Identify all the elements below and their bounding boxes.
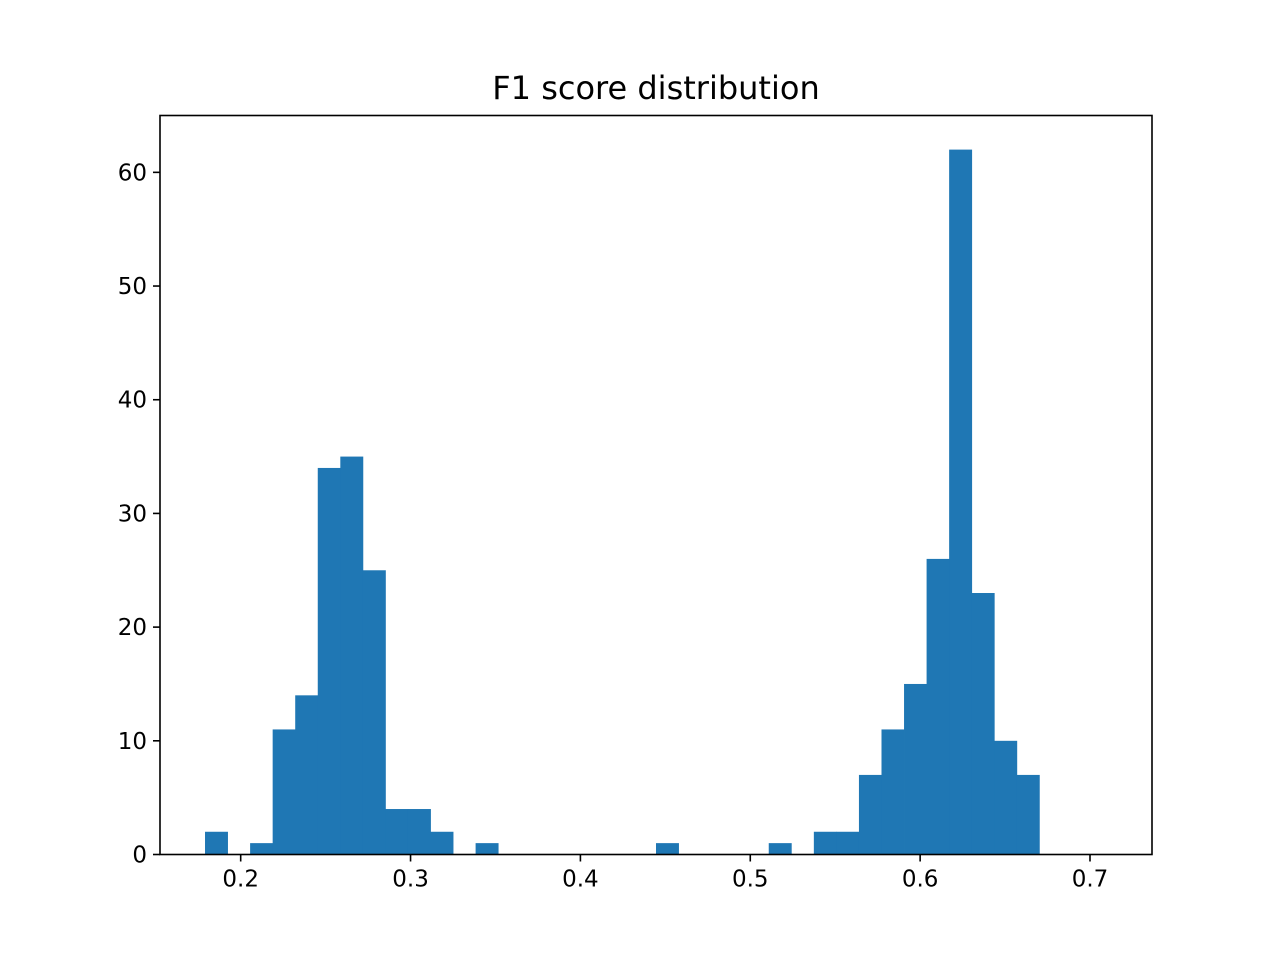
x-axis: 0.2 0.3 0.4 0.5 0.6 0.7 [222, 854, 1109, 893]
histogram-bar [362, 570, 386, 855]
y-tick-label: 60 [118, 160, 147, 186]
y-tick-label: 10 [118, 729, 147, 755]
y-axis: 0 10 20 30 40 50 60 [118, 160, 160, 869]
histogram-bar [430, 831, 454, 855]
histogram-bar [904, 683, 927, 855]
histogram-bar [971, 593, 995, 855]
histogram-bar [994, 740, 1018, 855]
y-tick-label: 20 [118, 615, 147, 641]
histogram-bar [385, 809, 409, 855]
bars-group [205, 149, 1040, 855]
histogram-bar [656, 843, 679, 855]
x-tick-label: 0.3 [392, 867, 429, 893]
y-tick-label: 40 [118, 388, 147, 414]
histogram-bar [317, 467, 341, 855]
x-tick-label: 0.2 [222, 867, 259, 893]
histogram-bar [881, 729, 905, 855]
histogram-bar [205, 831, 228, 855]
y-tick-label: 30 [118, 501, 147, 527]
histogram-bar [926, 558, 950, 855]
y-tick-label: 0 [132, 843, 147, 869]
histogram-bar [1016, 774, 1040, 855]
x-tick-label: 0.4 [562, 867, 599, 893]
histogram-bar [407, 809, 431, 855]
histogram-bar [836, 831, 860, 855]
x-tick-label: 0.5 [732, 867, 769, 893]
chart-title: F1 score distribution [492, 69, 819, 107]
histogram-bar [295, 695, 319, 855]
histogram-bar [768, 843, 792, 855]
y-tick-label: 50 [118, 274, 147, 300]
histogram-bar [340, 456, 364, 855]
histogram-bar [272, 729, 296, 855]
plot-frame [159, 114, 1153, 856]
x-tick-label: 0.6 [902, 867, 939, 893]
histogram-bar [250, 843, 274, 855]
histogram-bar [858, 774, 882, 855]
histogram-bar [475, 843, 499, 855]
histogram-bar [813, 831, 837, 855]
x-tick-label: 0.7 [1072, 867, 1109, 893]
histogram-bar [949, 149, 973, 855]
